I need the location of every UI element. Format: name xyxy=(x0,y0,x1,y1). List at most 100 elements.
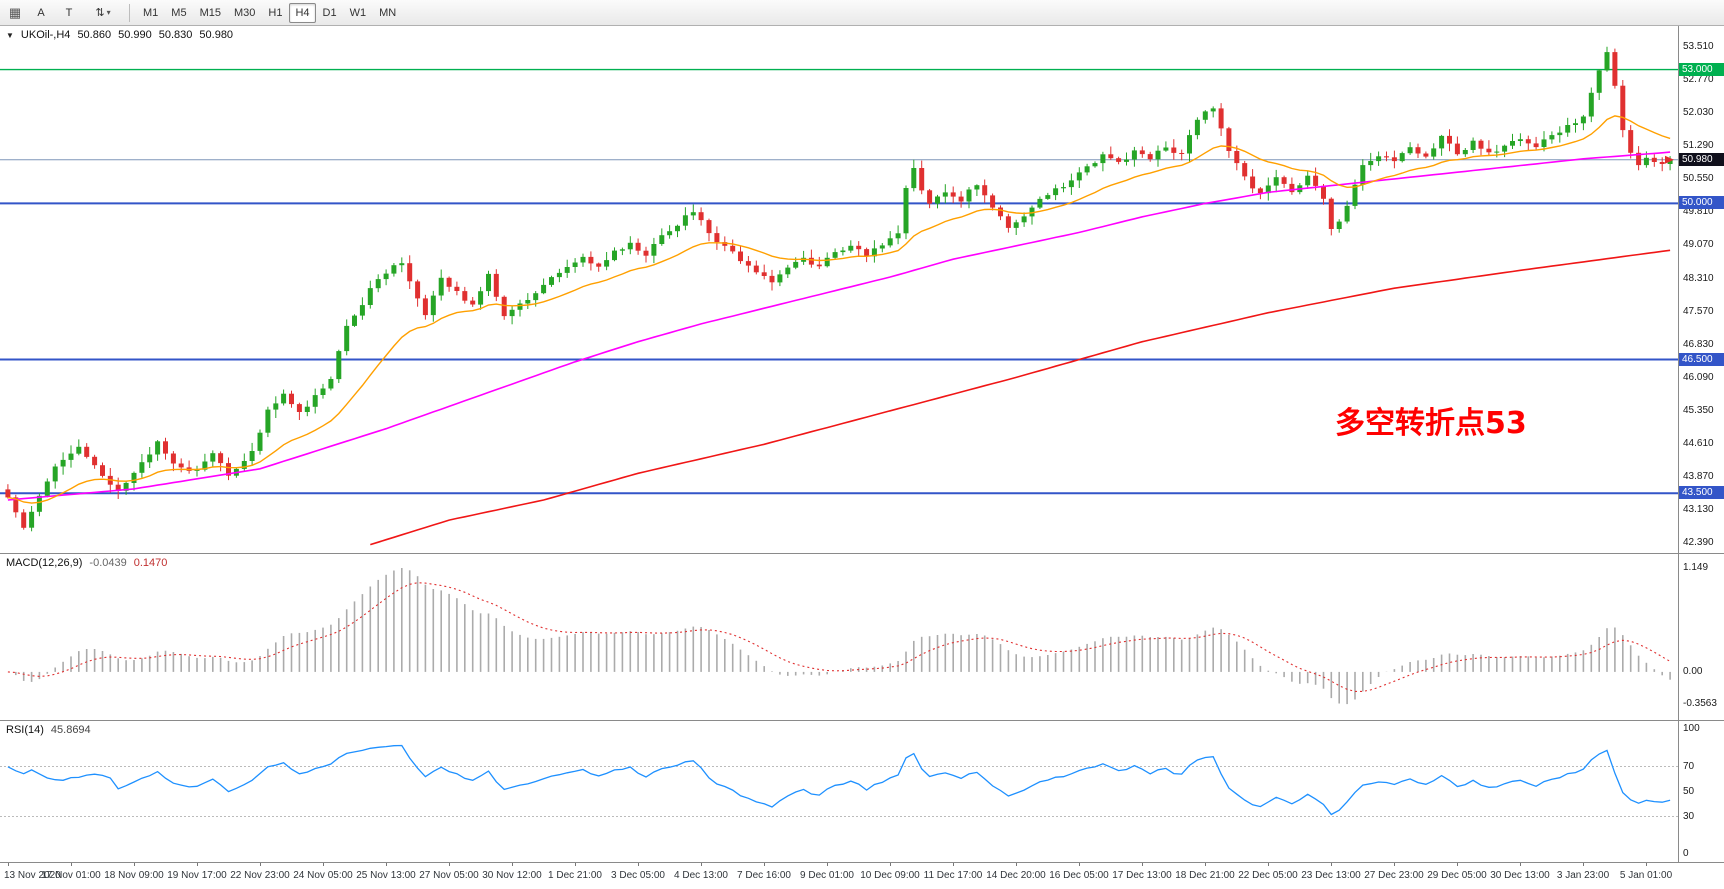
timeframe-h1-button[interactable]: H1 xyxy=(262,3,288,23)
symbol-dropdown-icon[interactable]: ▼ xyxy=(6,30,14,40)
time-tick xyxy=(323,863,324,866)
rsi-axis[interactable]: 100 70 50 30 0 xyxy=(1679,721,1724,862)
timeframe-mn-button[interactable]: MN xyxy=(373,3,402,23)
axis-tick: 51.290 xyxy=(1683,140,1714,151)
rsi-value: 45.8694 xyxy=(50,724,91,736)
time-tick xyxy=(638,863,639,866)
axis-tick: 52.770 xyxy=(1683,74,1714,85)
time-tick xyxy=(1457,863,1458,866)
macd-pane[interactable]: MACD(12,26,9) -0.0439 0.1470 1.149 0.00 -0… xyxy=(0,554,1724,721)
time-label: 3 Dec 05:00 xyxy=(611,870,665,881)
macd-title: MACD(12,26,9) xyxy=(6,557,83,569)
time-tick xyxy=(1583,863,1584,866)
time-label: 11 Dec 17:00 xyxy=(923,870,983,881)
main-chart-pane[interactable]: ▼ UKOil-,H4 50.860 50.990 50.830 50.980 … xyxy=(0,26,1724,554)
time-tick xyxy=(575,863,576,866)
price-axis-border xyxy=(1678,26,1679,553)
price-level-badge: 43.500 xyxy=(1679,486,1724,499)
axis-tick: 47.570 xyxy=(1683,306,1714,317)
macd-header: MACD(12,26,9) -0.0439 0.1470 xyxy=(6,557,167,569)
macd-chart-canvas[interactable] xyxy=(0,554,1724,720)
price-level-badge: 46.500 xyxy=(1679,353,1724,366)
price-level-badge: 50.980 xyxy=(1679,153,1724,166)
text-tool-button[interactable]: T xyxy=(56,3,82,23)
price-level-badge: 50.000 xyxy=(1679,196,1724,209)
time-label: 22 Dec 05:00 xyxy=(1238,870,1298,881)
axis-tick: 45.350 xyxy=(1683,405,1714,416)
time-label: 1 Dec 21:00 xyxy=(548,870,602,881)
time-label: 30 Dec 13:00 xyxy=(1490,870,1550,881)
time-tick xyxy=(1268,863,1269,866)
timeframe-m30-button[interactable]: M30 xyxy=(228,3,261,23)
time-tick xyxy=(1142,863,1143,866)
axis-tick: 30 xyxy=(1683,811,1695,822)
macd-main-value: -0.0439 xyxy=(89,557,127,569)
time-label: 23 Dec 13:00 xyxy=(1301,870,1361,881)
time-label: 5 Jan 01:00 xyxy=(1619,870,1673,881)
time-tick xyxy=(1079,863,1080,866)
time-label: 3 Jan 23:00 xyxy=(1556,870,1610,881)
time-label: 18 Dec 21:00 xyxy=(1175,870,1235,881)
price-level-badge: 53.000 xyxy=(1679,63,1724,76)
chart-annotation-text: 多空转折点53 xyxy=(1335,406,1527,441)
time-label: 4 Dec 13:00 xyxy=(674,870,728,881)
time-tick xyxy=(701,863,702,866)
time-label: 19 Nov 17:00 xyxy=(167,870,227,881)
axis-tick: 1.149 xyxy=(1683,562,1709,573)
time-label: 14 Dec 20:00 xyxy=(986,870,1046,881)
axis-tick: 44.610 xyxy=(1683,438,1714,449)
timeframe-m5-button[interactable]: M5 xyxy=(165,3,192,23)
rsi-chart-canvas[interactable] xyxy=(0,721,1724,862)
time-label: 16 Dec 05:00 xyxy=(1049,870,1109,881)
time-tick xyxy=(449,863,450,866)
candlestick-chart-canvas[interactable] xyxy=(0,26,1724,553)
time-label: 13 Nov 2020 xyxy=(4,870,61,881)
axis-tick: 42.390 xyxy=(1683,537,1714,548)
cursor-tool-button[interactable]: A xyxy=(28,3,54,23)
time-tick xyxy=(764,863,765,866)
axis-tick: 100 xyxy=(1683,723,1700,734)
macd-axis[interactable]: 1.149 0.00 -0.3563 xyxy=(1679,554,1724,720)
time-tick xyxy=(1646,863,1647,866)
time-label: 27 Nov 05:00 xyxy=(419,870,479,881)
time-label: 24 Nov 05:00 xyxy=(293,870,353,881)
timeframe-m15-button[interactable]: M15 xyxy=(194,3,227,23)
time-tick xyxy=(8,863,9,866)
price-axis[interactable]: 53.510 52.770 52.030 51.290 50.550 49.810 49.0… xyxy=(1679,26,1724,553)
axis-tick: -0.3563 xyxy=(1683,698,1717,709)
timeframe-w1-button[interactable]: W1 xyxy=(344,3,373,23)
time-tick xyxy=(890,863,891,866)
time-tick xyxy=(1394,863,1395,866)
time-label: 17 Nov 01:00 xyxy=(41,870,101,881)
timeframe-m1-button[interactable]: M1 xyxy=(137,3,164,23)
ohlc-close: 50.980 xyxy=(199,29,234,41)
symbol-period-label: UKOil-,H4 xyxy=(20,29,71,41)
charts-grid-icon[interactable]: ▦ xyxy=(8,4,22,20)
macd-signal-value: 0.1470 xyxy=(133,557,168,569)
ohlc-high: 50.990 xyxy=(118,29,152,41)
timeframe-buttons: M1 M5 M15 M30 H1 H4 D1 W1 MN xyxy=(137,2,402,23)
time-axis[interactable]: 13 Nov 2020 17 Nov 01:00 18 Nov 09:00 19 No… xyxy=(0,863,1724,889)
time-tick xyxy=(827,863,828,866)
time-label: 10 Dec 09:00 xyxy=(860,870,920,881)
rsi-pane[interactable]: RSI(14) 45.8694 100 70 50 30 0 xyxy=(0,721,1724,863)
time-tick xyxy=(1331,863,1332,866)
axis-tick: 50.550 xyxy=(1683,173,1714,184)
axis-tick: 50 xyxy=(1683,786,1695,797)
toolbar: ▦ A T ⇅ ▾ M1 M5 M15 M30 H1 H4 D1 W1 MN xyxy=(0,0,1724,26)
time-tick xyxy=(260,863,261,866)
axis-tick: 70 xyxy=(1683,761,1695,772)
draw-tools-icon: ⇅ xyxy=(95,7,105,19)
axis-tick: 43.870 xyxy=(1683,471,1714,482)
axis-tick: 52.030 xyxy=(1683,107,1714,118)
timeframe-d1-button[interactable]: D1 xyxy=(317,3,343,23)
axis-tick: 49.810 xyxy=(1683,206,1714,217)
axis-tick: 46.830 xyxy=(1683,339,1714,350)
time-label: 17 Dec 13:00 xyxy=(1112,870,1172,881)
time-label: 30 Nov 12:00 xyxy=(482,870,542,881)
macd-axis-border xyxy=(1678,554,1679,720)
draw-tools-dropdown[interactable]: ⇅ ▾ xyxy=(84,2,122,24)
time-tick xyxy=(1205,863,1206,866)
timeframe-h4-button[interactable]: H4 xyxy=(289,2,316,23)
time-tick xyxy=(71,863,72,866)
